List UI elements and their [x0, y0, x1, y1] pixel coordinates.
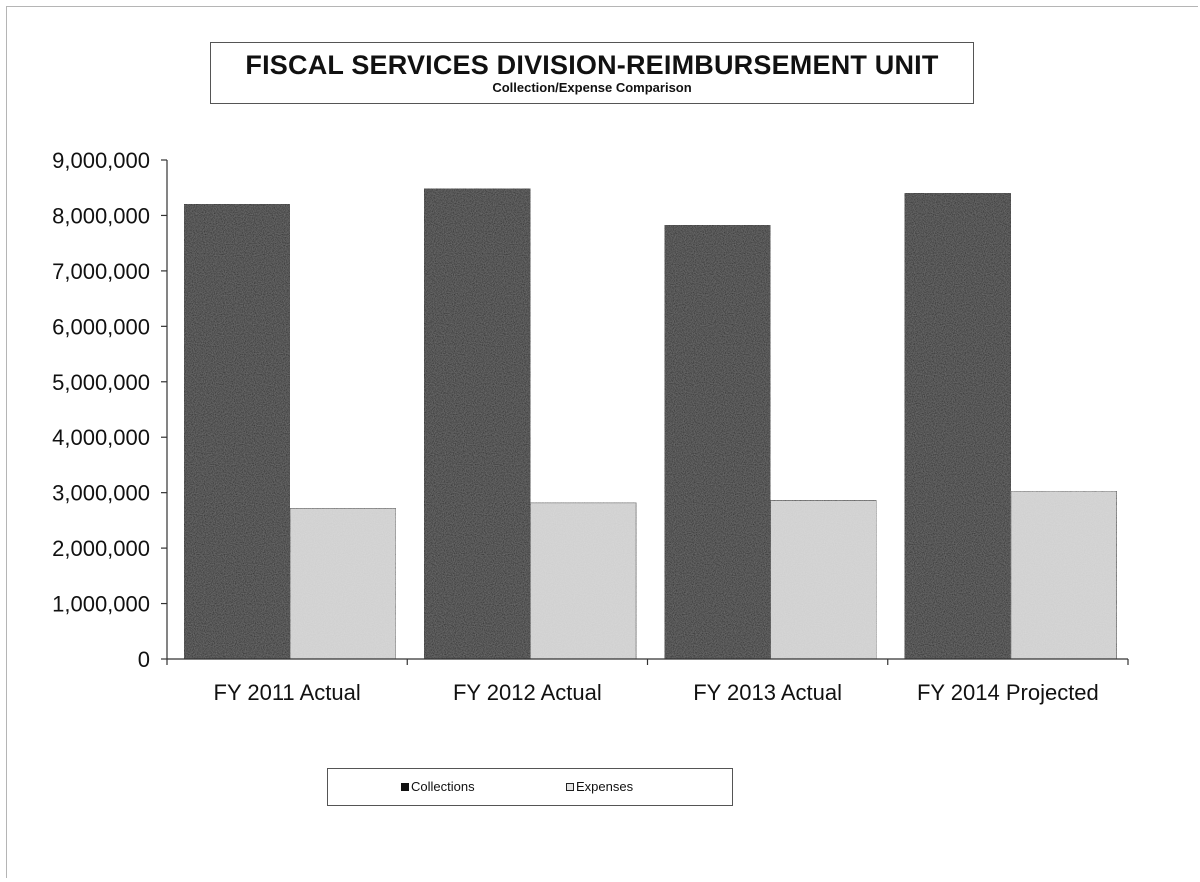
- legend-label-collections: Collections: [411, 779, 475, 794]
- y-tick-label: 7,000,000: [52, 259, 150, 284]
- y-tick-label: 8,000,000: [52, 203, 150, 228]
- bar-collections-1: [423, 188, 531, 660]
- legend: Collections Expenses: [327, 768, 733, 806]
- y-tick-label: 9,000,000: [52, 148, 150, 173]
- y-tick-label: 2,000,000: [52, 536, 150, 561]
- title-box: FISCAL SERVICES DIVISION-REIMBURSEMENT U…: [210, 42, 974, 104]
- y-tick-label: 0: [138, 647, 150, 672]
- x-tick-label: FY 2014 Projected: [917, 680, 1099, 705]
- collections-swatch-icon: [401, 783, 409, 791]
- x-tick-label: FY 2011 Actual: [214, 680, 361, 705]
- y-tick-label: 3,000,000: [52, 481, 150, 506]
- bar-collections-3: [904, 192, 1012, 660]
- legend-item-expenses: Expenses: [566, 780, 633, 794]
- x-axis: FY 2011 Actual FY 2012 Actual FY 2013 Actu…: [166, 658, 1129, 705]
- bar-collections-2: [664, 224, 771, 660]
- y-tick-label: 5,000,000: [52, 370, 150, 395]
- chart-frame: [6, 6, 1198, 878]
- chart-subtitle: Collection/Expense Comparison: [492, 80, 692, 95]
- bar-collections-0: [183, 203, 291, 660]
- bar-expenses-1: [529, 502, 637, 660]
- y-tick-label: 4,000,000: [52, 425, 150, 450]
- x-tick-label: FY 2013 Actual: [693, 680, 842, 705]
- bars: [183, 188, 1118, 660]
- bar-expenses-2: [770, 499, 877, 660]
- legend-item-collections: Collections: [401, 780, 475, 794]
- chart-title: FISCAL SERVICES DIVISION-REIMBURSEMENT U…: [245, 50, 939, 80]
- bar-expenses-3: [1010, 490, 1118, 660]
- bar-expenses-0: [289, 507, 397, 660]
- x-tick-label: FY 2012 Actual: [453, 680, 602, 705]
- y-axis: 0 1,000,000 2,000,000 3,000,000 4,000,000 5,0…: [52, 148, 168, 672]
- legend-label-expenses: Expenses: [576, 779, 634, 794]
- y-tick-label: 1,000,000: [52, 592, 150, 617]
- y-tick-label: 6,000,000: [52, 314, 150, 339]
- expenses-swatch-icon: [566, 783, 574, 791]
